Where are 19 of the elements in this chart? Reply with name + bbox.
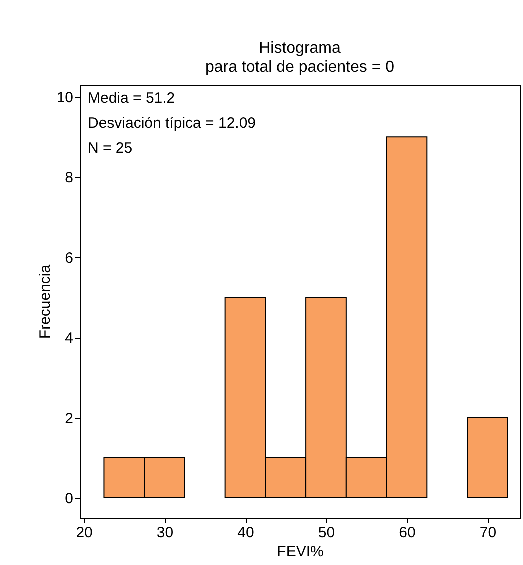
y-tick-label: 2 xyxy=(65,410,74,428)
chart-title: Histograma xyxy=(259,40,341,57)
chart-subtitle: para total de pacientes = 0 xyxy=(205,59,395,76)
y-axis-title: Frecuencia xyxy=(36,264,54,340)
annotation: Desviación típica = 12.09 xyxy=(88,115,256,132)
y-tick-label: 4 xyxy=(65,330,74,348)
x-tick-label: 30 xyxy=(156,524,174,542)
y-tick-label: 0 xyxy=(65,490,74,508)
x-tick-label: 40 xyxy=(238,524,254,542)
x-tick-label: 20 xyxy=(76,524,93,542)
x-tick-label: 60 xyxy=(399,524,416,542)
y-tick-label: 8 xyxy=(65,170,74,187)
x-tick-label: 50 xyxy=(318,524,336,542)
annotation: Media = 51.2 xyxy=(88,90,176,107)
y-tick-label: 10 xyxy=(56,90,74,107)
annotation: N = 25 xyxy=(88,140,133,157)
x-tick-label: 70 xyxy=(480,524,497,542)
y-tick-label: 6 xyxy=(65,250,74,267)
x-axis-title: FEVI% xyxy=(277,544,324,560)
